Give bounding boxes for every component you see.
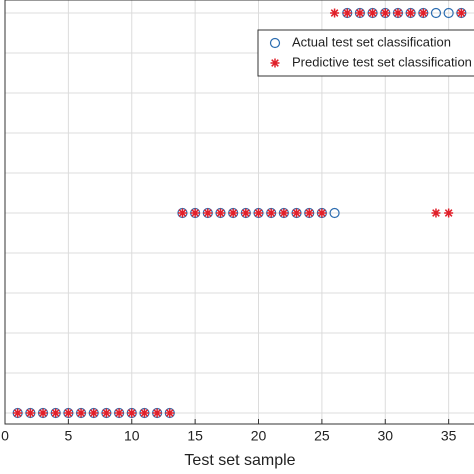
data-point: [51, 408, 61, 418]
data-point: [368, 8, 378, 18]
data-point: [228, 208, 238, 218]
x-tick-label: 15: [187, 428, 203, 444]
x-axis-label: Test set sample: [184, 452, 295, 469]
data-point: [444, 208, 454, 218]
data-point: [380, 8, 390, 18]
x-tick-label: 35: [441, 428, 457, 444]
data-point: [114, 408, 124, 418]
legend-box: [257, 29, 474, 77]
data-point: [329, 207, 340, 219]
data-point: [430, 7, 442, 19]
data-point: [406, 8, 416, 18]
x-tick-label: 30: [377, 428, 393, 444]
data-point: [25, 408, 35, 418]
data-point: [76, 408, 86, 418]
legend-marker: [270, 58, 280, 68]
data-point: [13, 408, 23, 418]
legend-label: Predictive test set classification: [292, 54, 472, 69]
x-tick-label: 0: [1, 428, 9, 444]
data-point: [393, 8, 403, 18]
data-point: [292, 208, 302, 218]
data-point: [279, 208, 289, 218]
data-point: [317, 208, 327, 218]
plot-frame: [4, 0, 474, 425]
x-tick-label: 10: [124, 428, 140, 444]
x-tick-label: 25: [314, 428, 330, 444]
data-point: [101, 408, 111, 418]
data-point: [418, 8, 428, 18]
data-point: [38, 408, 48, 418]
data-point: [215, 208, 225, 218]
x-tick-label: 20: [251, 428, 267, 444]
data-point: [165, 408, 175, 418]
data-point: [330, 8, 340, 18]
data-point: [63, 408, 73, 418]
data-point: [89, 408, 99, 418]
data-point: [241, 208, 251, 218]
data-point: [431, 208, 441, 218]
legend-label: Actual test set classification: [292, 34, 451, 49]
data-point: [190, 208, 200, 218]
data-point: [139, 408, 149, 418]
data-point: [355, 8, 365, 18]
legend-marker: [269, 37, 281, 49]
data-point: [443, 7, 454, 19]
data-point: [266, 208, 276, 218]
data-point: [254, 208, 264, 218]
x-tick-label: 5: [64, 428, 72, 444]
data-point: [177, 208, 187, 218]
data-point: [304, 208, 314, 218]
data-point: [203, 208, 213, 218]
data-point: [456, 8, 466, 18]
data-point: [152, 408, 162, 418]
data-point: [127, 408, 137, 418]
data-point: [342, 8, 352, 18]
